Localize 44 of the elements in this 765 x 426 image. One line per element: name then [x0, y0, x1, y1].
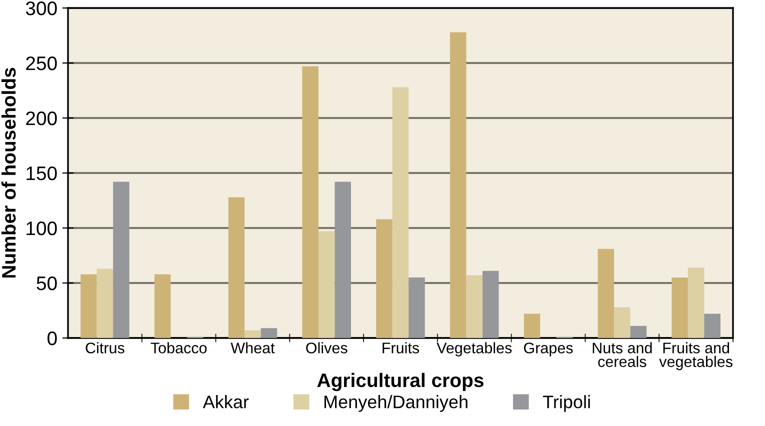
bar: [228, 197, 245, 338]
bar: [630, 326, 647, 338]
x-tick-label: Fruits and vegetables: [659, 342, 732, 370]
bar: [688, 268, 704, 338]
bar: [466, 275, 483, 338]
y-tick-label: 250: [26, 56, 57, 70]
bar: [154, 274, 171, 338]
bar: [524, 314, 540, 338]
bar: [260, 328, 278, 338]
bar: [598, 248, 614, 338]
y-tick-label: 0: [48, 331, 57, 346]
x-tick-label: Citrus: [86, 342, 124, 354]
legend-label: Akkar: [202, 395, 249, 408]
x-tick-label: Wheat: [230, 342, 275, 354]
x-tick-label: Fruits: [382, 342, 420, 354]
bar: [672, 278, 688, 338]
x-tick-label: Grapes: [524, 342, 573, 356]
y-tick-label: 100: [26, 221, 57, 236]
x-tick-label: Vegetables: [436, 342, 512, 356]
x-tick-label: Olives: [306, 342, 348, 354]
bar: [113, 182, 130, 338]
bar: [302, 66, 318, 338]
bar: [614, 307, 630, 338]
y-tick-label: 150: [26, 166, 57, 180]
bar: [80, 274, 97, 338]
y-tick-label: 50: [36, 276, 57, 290]
x-tick-label: Tobacco: [150, 342, 207, 354]
bar: [96, 268, 114, 338]
bar: [704, 314, 720, 338]
bar: [450, 32, 466, 338]
bar: [392, 87, 409, 338]
y-tick-label: 300: [26, 1, 57, 16]
bar: [244, 330, 261, 338]
x-axis-title: Agricultural crops: [317, 372, 484, 392]
y-tick-label: 200: [26, 111, 57, 126]
bar: [318, 231, 335, 338]
bar: [482, 270, 499, 338]
y-axis-title: Number of households: [1, 68, 16, 278]
bar: [408, 278, 425, 338]
x-tick-label: Nuts and cereals: [592, 342, 652, 368]
legend-label: Tripoli: [542, 395, 590, 412]
bar: [376, 219, 392, 338]
bar: [334, 182, 351, 338]
legend-label: Menyeh/Danniyeh: [324, 395, 468, 412]
